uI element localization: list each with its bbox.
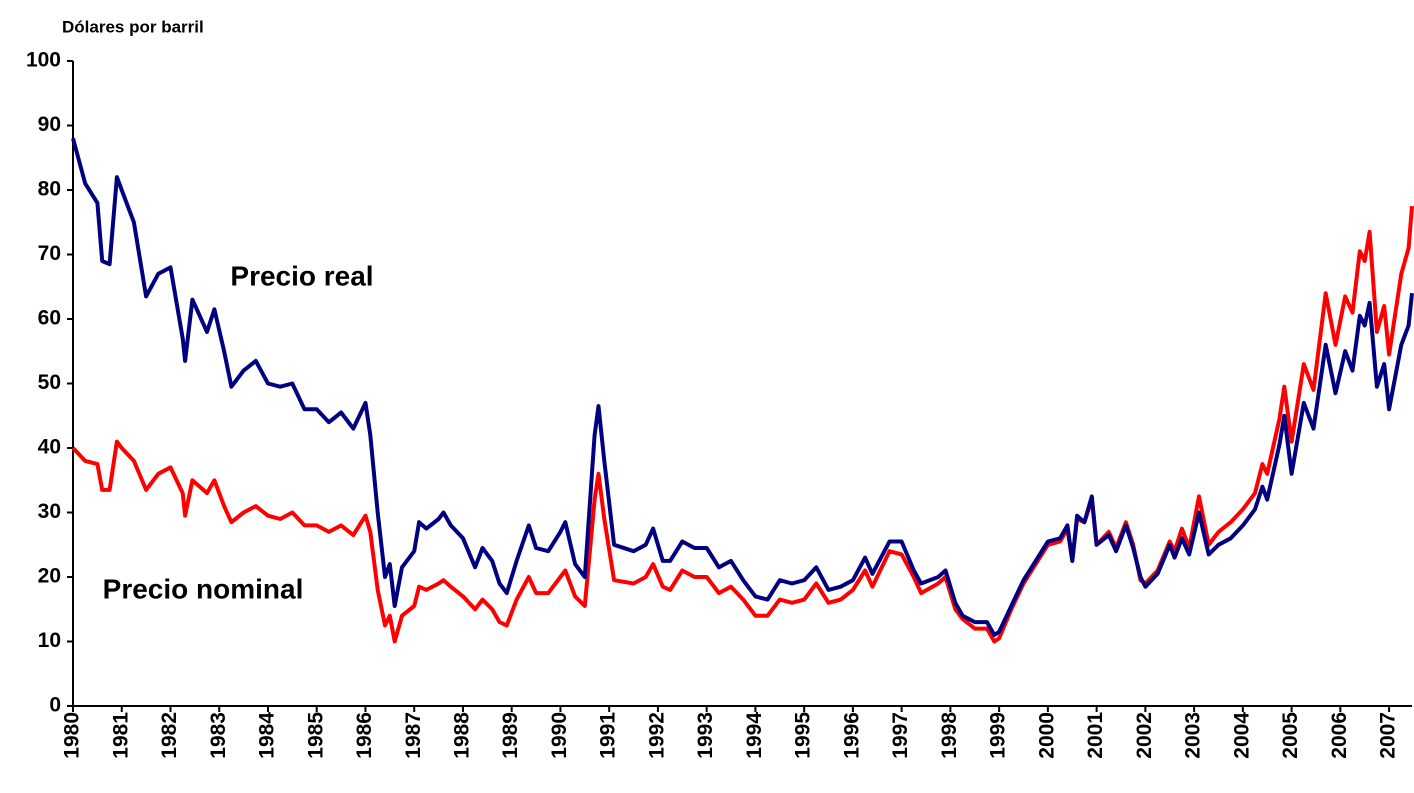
y-tick-label: 10 <box>38 629 61 652</box>
x-tick-label: 2005 <box>1279 712 1302 759</box>
annotation: Precio real <box>230 260 373 291</box>
series-line <box>71 205 1414 644</box>
x-tick-label: 1994 <box>743 712 766 759</box>
x-tick-label: 1991 <box>597 712 620 759</box>
y-tick-label: 80 <box>38 178 61 201</box>
y-tick-label: 40 <box>38 436 61 459</box>
x-tick-label: 1986 <box>353 712 376 759</box>
y-tick-label: 100 <box>26 49 61 72</box>
x-tick-label: 1998 <box>938 712 961 759</box>
x-tick-label: 1992 <box>645 712 668 759</box>
x-tick-label: 1989 <box>499 712 522 759</box>
y-tick-label: 90 <box>38 113 61 136</box>
x-tick-label: 1982 <box>158 712 181 759</box>
x-tick-label: 1993 <box>694 712 717 759</box>
x-tick-label: 2003 <box>1182 712 1205 759</box>
x-tick-label: 1990 <box>548 712 571 759</box>
x-tick-label: 1995 <box>792 712 815 759</box>
y-tick-label: 60 <box>38 307 61 330</box>
x-tick-label: 1981 <box>109 712 132 759</box>
x-tick-label: 2002 <box>1133 712 1156 759</box>
annotation: Precio nominal <box>103 573 304 604</box>
y-axis-label: Dólares por barril <box>62 17 204 36</box>
x-tick-label: 1988 <box>450 712 473 759</box>
x-tick-label: 1996 <box>840 712 863 759</box>
x-tick-label: 1997 <box>889 712 912 759</box>
x-tick-label: 1985 <box>304 712 327 759</box>
y-tick-label: 50 <box>38 371 61 394</box>
x-tick-label: 2004 <box>1230 712 1253 759</box>
x-tick-label: 1983 <box>207 712 230 759</box>
x-tick-label: 2001 <box>1084 712 1107 759</box>
x-tick-label: 1980 <box>61 712 84 759</box>
x-tick-label: 1999 <box>987 712 1010 759</box>
y-tick-label: 0 <box>49 694 61 717</box>
y-tick-label: 70 <box>38 242 61 265</box>
y-tick-label: 30 <box>38 500 61 523</box>
x-tick-label: 2006 <box>1328 712 1351 759</box>
x-tick-label: 2007 <box>1377 712 1400 759</box>
x-tick-label: 1984 <box>256 712 279 759</box>
y-tick-label: 20 <box>38 565 61 588</box>
series-line <box>71 137 1414 637</box>
x-tick-label: 2000 <box>1035 712 1058 759</box>
x-tick-label: 1987 <box>402 712 425 759</box>
